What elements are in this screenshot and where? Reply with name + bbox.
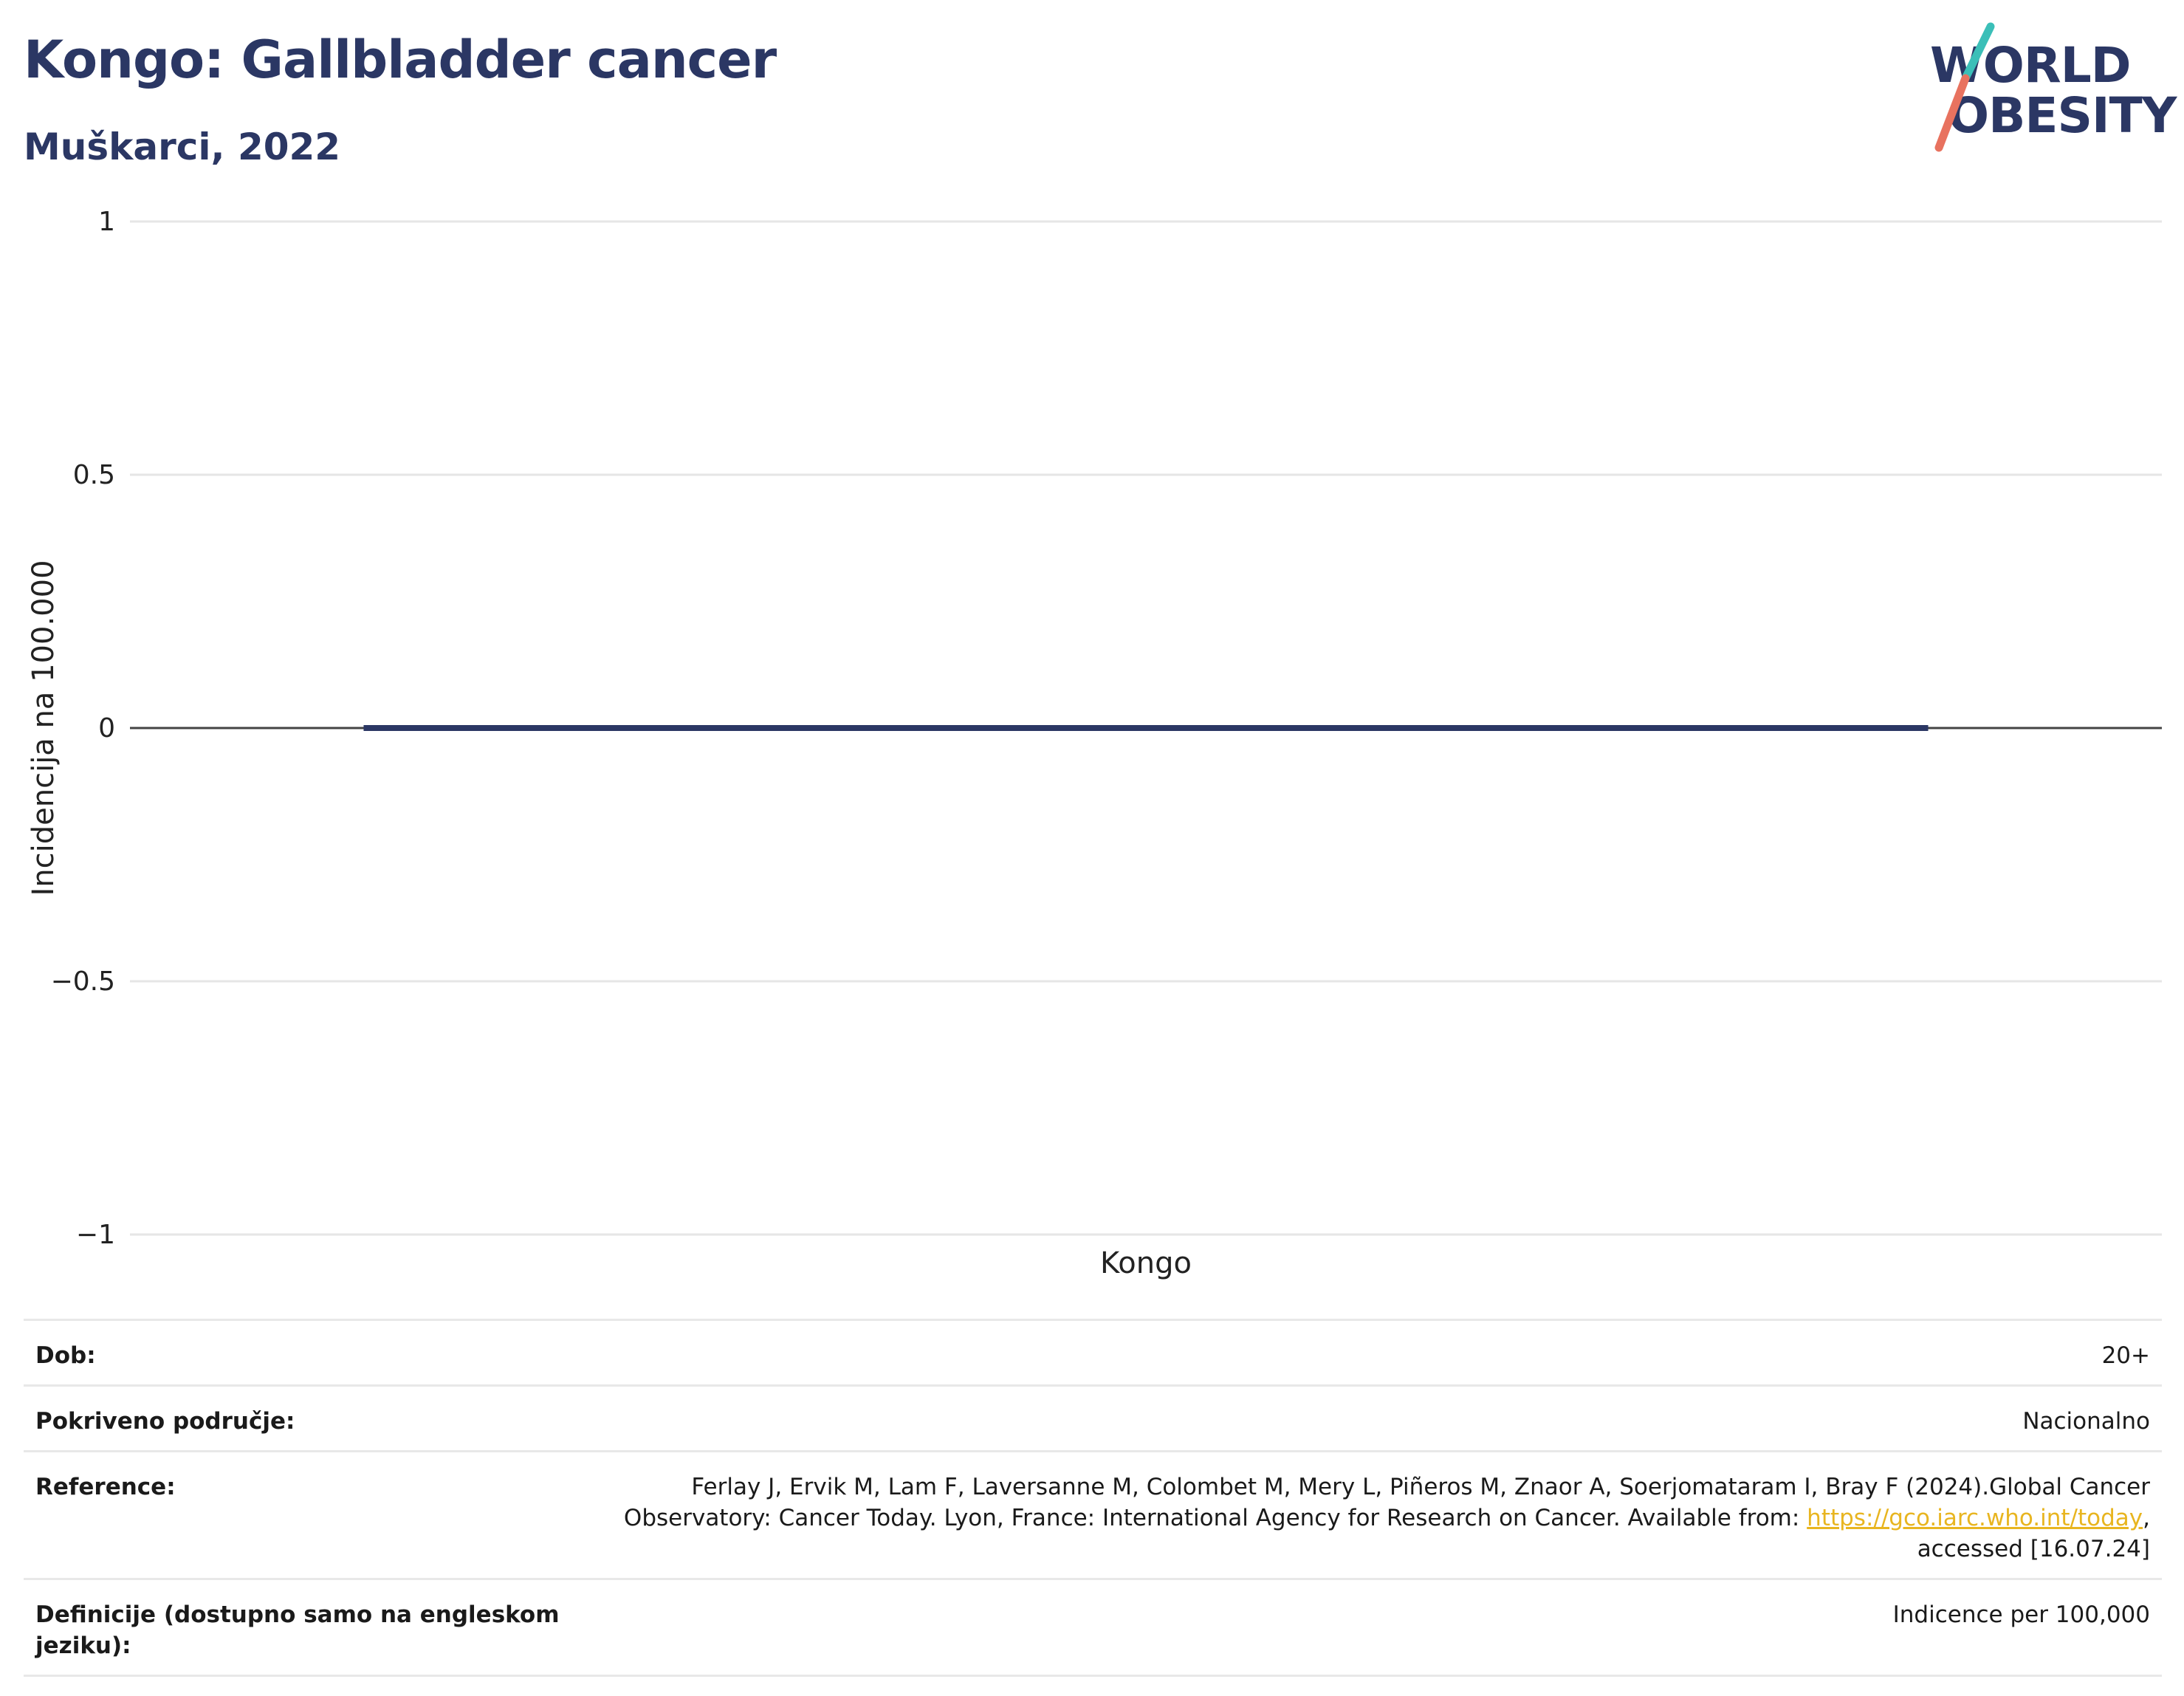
meta-value-reference: Ferlay J, Ervik M, Lam F, Laversanne M, … [570,1472,2150,1565]
y-tick-label: 0.5 [73,460,115,490]
page-title: Kongo: Gallbladder cancer [24,30,777,90]
page-subtitle: Muškarci, 2022 [24,126,341,168]
meta-label-coverage: Pokriveno područje: [35,1408,295,1435]
world-obesity-logo[interactable]: WORLD OBESITY [1920,21,2177,154]
y-tick-label: −1 [76,1220,115,1250]
bar-kongo [363,725,1929,731]
x-tick-label: Kongo [1100,1246,1192,1280]
meta-value-age: 20+ [2101,1342,2150,1369]
meta-row-definitions: Definicije (dostupno samo na engleskom j… [24,1578,2162,1677]
reference-accessed: , accessed [16.07.24] [1917,1505,2150,1562]
meta-label-definitions: Definicije (dostupno samo na engleskom j… [35,1601,560,1659]
meta-label-reference: Reference: [35,1474,176,1500]
reference-text: Ferlay J, Ervik M, Lam F, Laversanne M, … [623,1474,2150,1531]
meta-row-coverage: Pokriveno područje: Nacionalno [24,1384,2162,1450]
y-tick-label: −0.5 [51,967,115,997]
meta-label-age: Dob: [35,1342,96,1369]
meta-row-age: Dob: 20+ [24,1319,2162,1384]
bar-chart: 1 0.5 0 −0.5 −1 Kongo Incidencija na 100.000 [27,207,2162,1280]
meta-value-definitions: Indicence per 100,000 [1892,1601,2150,1628]
meta-row-reference: Reference: Ferlay J, Ervik M, Lam F, Lav… [24,1450,2162,1578]
meta-value-coverage: Nacionalno [2022,1408,2150,1435]
y-tick-label: 1 [98,207,115,237]
y-tick-label: 0 [98,713,115,744]
metadata-table: Dob: 20+ Pokriveno područje: Nacionalno … [24,1319,2162,1677]
reference-link[interactable]: https://gco.iarc.who.int/today [1807,1505,2143,1531]
logo-slash-icon [1934,22,1995,152]
y-axis-title: Incidencija na 100.000 [27,560,61,896]
logo-text-obesity: OBESITY [1948,87,2177,144]
